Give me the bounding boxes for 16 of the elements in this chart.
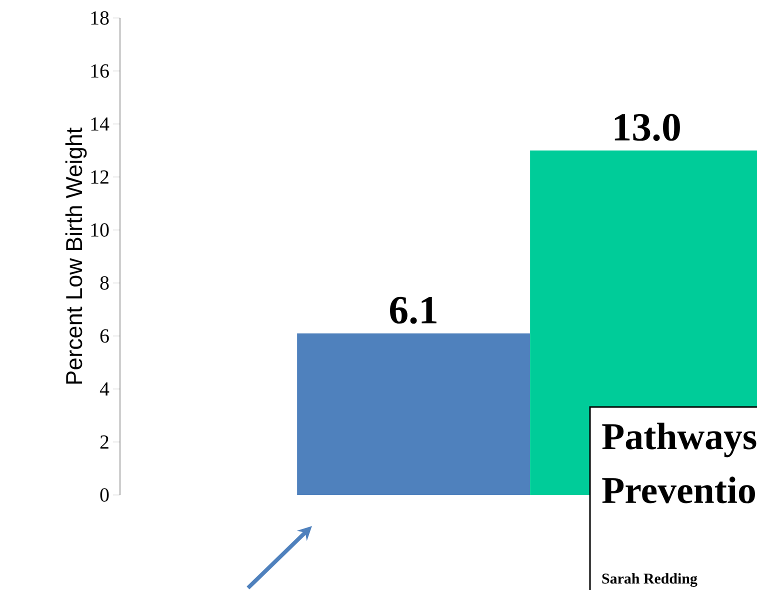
y-tick-label: 4 [100, 382, 110, 396]
y-axis-title: Percent Low Birth Weight [65, 128, 87, 384]
data-label: 6.1 [390, 296, 436, 324]
data-label: 13.0 [614, 114, 680, 141]
annotation: Preventio [602, 476, 755, 504]
annotation: Pathways [602, 422, 756, 458]
y-tick-label: 10 [91, 223, 109, 237]
y-tick-label: 16 [91, 64, 109, 78]
y-tick-label: 8 [100, 276, 109, 290]
y-tick-label: 2 [100, 435, 108, 449]
y-tick-label: 18 [91, 11, 109, 25]
y-tick-label: 0 [100, 488, 109, 502]
text: Sarah Redding [602, 573, 698, 587]
y-tick-label: 12 [91, 170, 108, 184]
y-tick-label: 14 [91, 117, 110, 131]
y-tick-label: 6 [100, 329, 109, 343]
